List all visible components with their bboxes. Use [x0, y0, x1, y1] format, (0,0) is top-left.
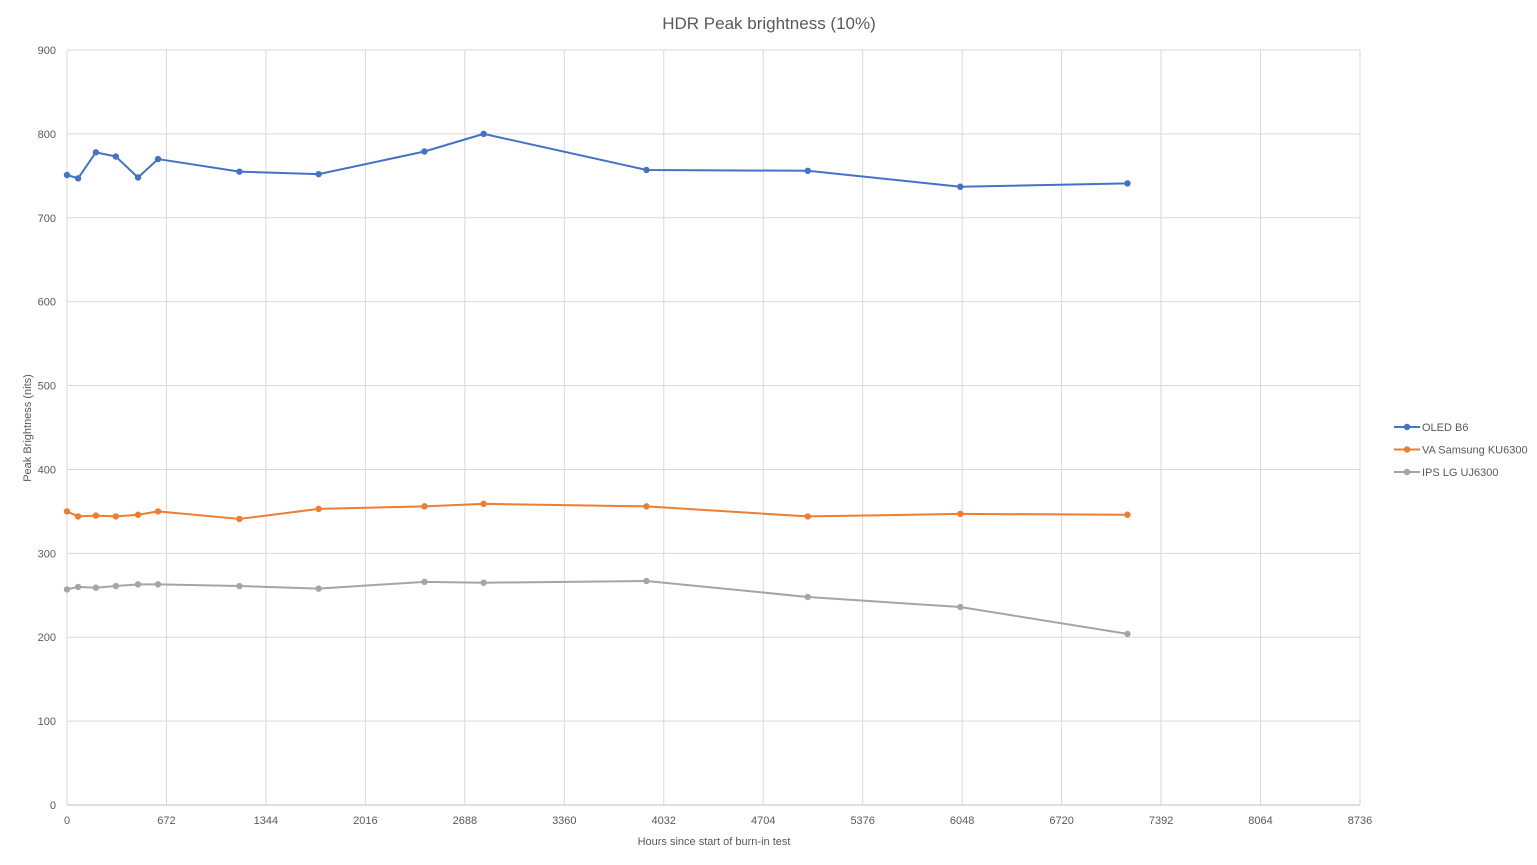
- data-point: [643, 503, 650, 510]
- data-point: [74, 513, 82, 520]
- data-point: [1124, 630, 1131, 638]
- data-point: [804, 513, 811, 520]
- y-tick-label: 400: [38, 464, 56, 476]
- x-tick-label: 5376: [850, 815, 874, 827]
- x-tick-label: 8736: [1348, 815, 1372, 827]
- y-tick-label: 100: [38, 716, 56, 728]
- data-point: [480, 579, 487, 586]
- data-point: [134, 511, 142, 518]
- data-point: [112, 153, 120, 160]
- series-1: [63, 500, 1131, 523]
- x-axis-title: Hours since start of burn-in test: [638, 836, 791, 848]
- series-line: [66, 502, 1128, 520]
- chart-title: HDR Peak brightness (10%): [662, 14, 876, 33]
- gridlines: [66, 49, 1361, 805]
- data-point: [1124, 511, 1131, 518]
- data-point: [957, 510, 964, 518]
- x-tick-label: 3360: [552, 815, 576, 827]
- data-point: [92, 584, 100, 591]
- series-line: [66, 132, 1128, 188]
- x-tick-label: 4032: [652, 815, 676, 827]
- legend: OLED B6 VA Samsung KU6300 IPS LG UJ6300: [1394, 422, 1528, 479]
- legend-swatch-marker: [1403, 423, 1411, 431]
- data-point: [236, 168, 243, 175]
- data-point: [315, 585, 322, 592]
- x-tick-label: 7392: [1149, 815, 1173, 827]
- data-point: [236, 515, 243, 523]
- legend-label: OLED B6: [1422, 422, 1468, 434]
- data-point: [236, 582, 243, 590]
- y-tick-label: 900: [38, 45, 56, 57]
- data-point: [480, 500, 487, 508]
- y-axis-ticks: 0 100 200 300 400 500 600 700 800 900: [38, 45, 56, 812]
- x-tick-label: 6720: [1049, 815, 1073, 827]
- x-axis-ticks: 0 672 1344 2016 2688 3360 4032 4704 5376 6048 6720…: [64, 815, 1372, 827]
- data-point: [74, 583, 82, 591]
- data-point: [154, 581, 162, 588]
- data-point: [134, 174, 142, 181]
- data-series: [63, 130, 1131, 638]
- data-point: [957, 183, 964, 190]
- y-tick-label: 600: [38, 297, 56, 309]
- x-tick-label: 672: [157, 815, 175, 827]
- data-point: [74, 175, 82, 182]
- legend-swatch-marker: [1403, 446, 1411, 453]
- y-tick-label: 0: [50, 800, 56, 812]
- data-point: [315, 170, 322, 178]
- legend-label: IPS LG UJ6300: [1422, 467, 1498, 479]
- x-tick-label: 1344: [254, 815, 278, 827]
- data-point: [315, 505, 322, 513]
- data-point: [480, 130, 487, 138]
- x-tick-label: 4704: [751, 815, 775, 827]
- data-point: [63, 171, 71, 179]
- x-tick-label: 8064: [1248, 815, 1272, 827]
- series-line: [66, 580, 1128, 635]
- series-2: [63, 577, 1131, 638]
- data-point: [63, 508, 71, 515]
- y-tick-label: 200: [38, 632, 56, 644]
- x-tick-label: 2016: [353, 815, 377, 827]
- data-point: [154, 508, 162, 515]
- legend-item: IPS LG UJ6300: [1394, 467, 1498, 479]
- legend-label: VA Samsung KU6300: [1422, 445, 1528, 457]
- data-point: [1124, 180, 1131, 187]
- y-tick-label: 300: [38, 548, 56, 560]
- data-point: [421, 503, 428, 510]
- data-point: [112, 513, 120, 520]
- x-tick-label: 0: [64, 815, 70, 827]
- legend-swatch-marker: [1403, 468, 1411, 476]
- data-point: [154, 155, 162, 163]
- y-tick-label: 500: [38, 381, 56, 393]
- data-point: [134, 581, 142, 588]
- x-tick-label: 2688: [453, 815, 477, 827]
- legend-item: VA Samsung KU6300: [1394, 445, 1528, 457]
- data-point: [643, 166, 650, 174]
- data-point: [421, 578, 428, 586]
- y-tick-label: 700: [38, 213, 56, 225]
- data-point: [421, 148, 428, 155]
- data-point: [804, 167, 811, 174]
- data-point: [643, 577, 650, 585]
- series-0: [63, 130, 1131, 190]
- data-point: [63, 586, 71, 593]
- data-point: [92, 149, 100, 156]
- data-point: [804, 593, 811, 601]
- y-tick-label: 800: [38, 129, 56, 141]
- data-point: [92, 512, 100, 519]
- data-point: [957, 603, 964, 611]
- legend-item: OLED B6: [1394, 422, 1468, 434]
- data-point: [112, 582, 120, 590]
- y-axis-title: Peak Brightness (nits): [22, 374, 34, 482]
- x-tick-label: 6048: [950, 815, 974, 827]
